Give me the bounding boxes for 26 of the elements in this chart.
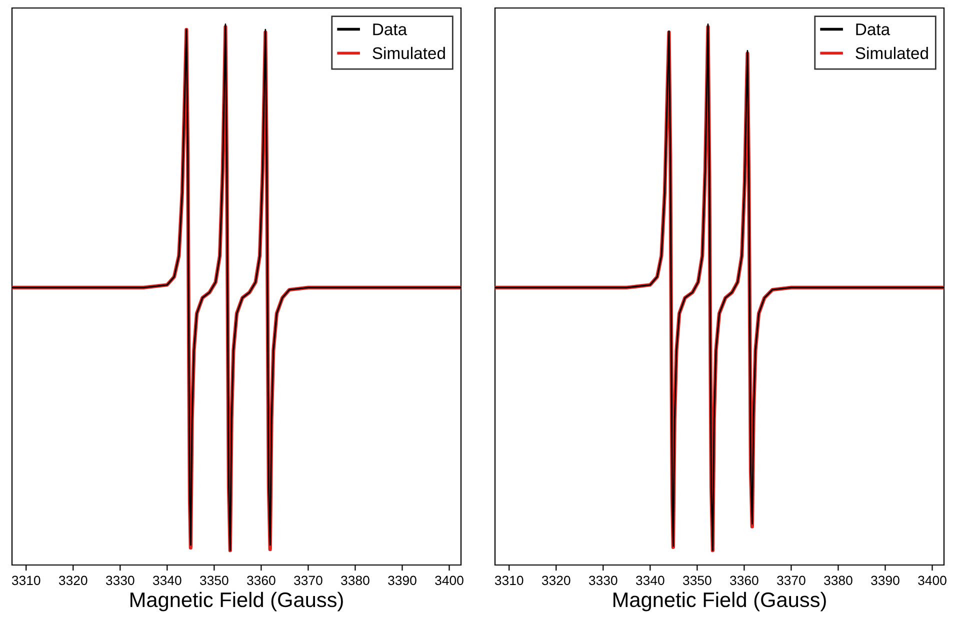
x-tick-label: 3360 <box>730 576 758 586</box>
x-tick-label: 3370 <box>777 576 806 586</box>
legend-label: Data <box>373 24 408 36</box>
x-axis-title: Magnetic Field (Gauss) <box>130 592 343 612</box>
x-tick-label: 3400 <box>918 576 946 586</box>
legend-label: Simulated <box>856 46 928 60</box>
legend-label: Simulated <box>372 46 445 60</box>
x-tick-label: 3320 <box>58 576 88 586</box>
x-tick-label: 3340 <box>152 576 182 586</box>
x-tick-label: 3390 <box>871 576 900 586</box>
x-tick-label: 3330 <box>106 576 134 586</box>
x-tick-label: 3390 <box>388 576 416 586</box>
legend-label: Data <box>856 24 890 36</box>
x-tick-label: 3320 <box>542 576 570 586</box>
x-tick-label: 3350 <box>200 576 228 586</box>
x-tick-label: 3370 <box>294 576 322 586</box>
x-tick-label: 3330 <box>588 576 618 586</box>
x-tick-label: 3380 <box>824 576 852 586</box>
x-tick-label: 3350 <box>682 576 712 586</box>
x-tick-label: 3310 <box>12 576 40 586</box>
x-tick-label: 3340 <box>636 576 664 586</box>
x-tick-label: 3400 <box>435 576 464 586</box>
x-tick-label: 3360 <box>247 576 276 586</box>
x-axis-title: Magnetic Field (Gauss) <box>614 592 826 612</box>
x-tick-label: 3310 <box>494 576 524 586</box>
x-tick-label: 3380 <box>341 576 370 586</box>
